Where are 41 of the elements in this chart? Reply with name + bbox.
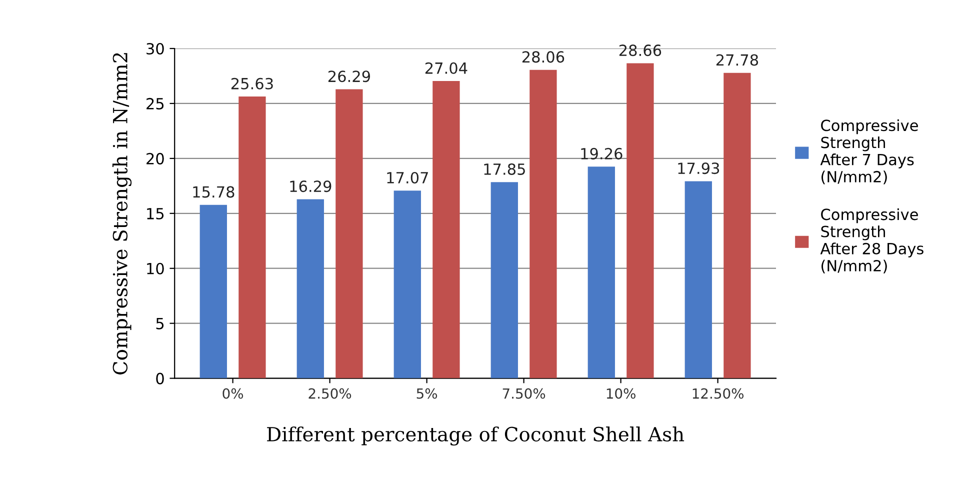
data-label: 27.78 [716,54,758,66]
data-label: 28.66 [619,44,662,56]
bar [530,70,557,378]
y-tick-label: 30 [146,42,164,55]
data-label: 27.04 [425,62,468,74]
data-label: 26.29 [328,70,370,82]
x-axis-title: Different percentage of Coconut Shell Ash [267,426,684,446]
data-label: 19.26 [581,148,622,160]
bar [200,204,227,378]
data-label: 25.63 [231,78,273,90]
y-tick-label: 20 [146,152,164,164]
y-tick-label: 5 [156,318,164,330]
data-label: 17.93 [678,162,720,174]
x-tick-label: 5% [416,388,438,399]
data-label: 28.06 [522,51,564,63]
bar [394,190,421,378]
y-tick-label: 25 [146,98,164,110]
data-label: 17.07 [387,172,428,184]
y-tick-label: 15 [147,208,164,220]
bar [432,81,460,378]
bar [336,89,363,378]
bar [684,181,712,378]
x-tick-label: 12.50% [692,388,744,399]
bar [238,96,266,378]
y-axis-title: Compressive Strength in N/mm2 [112,53,132,374]
bar [588,166,615,378]
data-label: 16.29 [290,180,332,192]
x-tick-label: 10% [606,388,636,399]
bar [296,199,324,378]
y-tick-label: 10 [147,262,164,274]
data-label: 15.78 [193,186,234,198]
legend-label: Compressive Strength After 28 Days (N/mm2) [820,208,924,274]
x-tick-label: 7.50% [502,388,546,399]
y-tick-label: 0 [156,372,164,384]
data-label: 17.85 [484,163,525,175]
bar [724,72,751,378]
x-tick-label: 2.50% [308,388,352,399]
legend-label: Compressive Strength After 7 Days (N/mm2) [820,119,918,184]
bar [490,182,518,378]
bar [626,63,654,378]
x-tick-label: 0% [222,388,244,399]
